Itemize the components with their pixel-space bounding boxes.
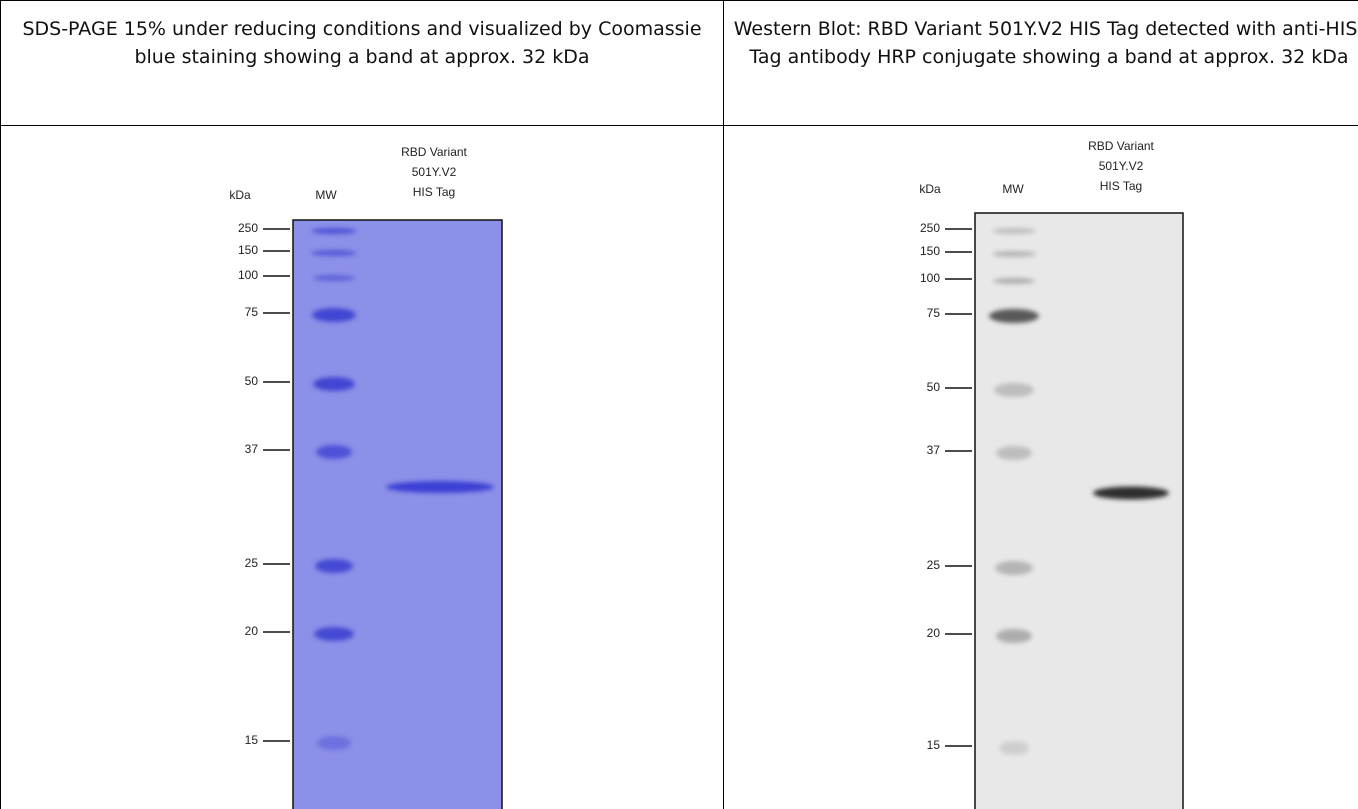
marker-label: 50 [927,380,941,394]
marker-label: 250 [238,221,258,235]
marker-label: 25 [245,556,259,570]
ladder-band [992,228,1036,234]
marker-label: 50 [245,374,259,388]
ladder-band [994,383,1034,397]
marker-label: 37 [927,443,941,457]
marker-label: 100 [920,271,940,285]
marker-label: 15 [245,733,259,747]
ladder-band [316,445,352,459]
lane-label: 501Y.V2 [412,165,457,179]
ladder-band [315,559,353,573]
unit-label: kDa [919,182,941,196]
marker-label: 150 [238,243,258,257]
ladder-band [314,627,354,641]
lane-label: MW [1002,182,1024,196]
ladder-band [996,629,1032,643]
sample-band [386,481,494,493]
ladder-band [993,278,1035,284]
ladder-band [995,561,1033,575]
marker-label: 100 [238,268,258,282]
marker-label: 75 [927,306,941,320]
ladder-band [313,275,355,281]
marker-label: 20 [245,624,259,638]
lane-label: HIS Tag [413,185,455,199]
marker-label: 20 [927,626,941,640]
ladder-band [311,250,357,256]
marker-label: 37 [245,442,259,456]
marker-label: 25 [927,558,941,572]
lane-label: 501Y.V2 [1099,159,1144,173]
lane-label: RBD Variant [401,145,467,159]
gel-figures: kDa MW RBD Variant 501Y.V2 HIS Tag 250 150 100 7… [0,0,1358,809]
lane-label: MW [315,188,337,202]
ladder-band [317,736,351,750]
ladder-band [989,309,1039,323]
ladder-band [313,377,355,391]
ladder-band [996,446,1032,460]
gel [293,220,502,809]
unit-label: kDa [229,188,251,202]
sample-band [1093,487,1169,500]
lane-label: HIS Tag [1100,179,1142,193]
ladder-band [999,741,1029,755]
ladder-band [992,251,1036,257]
lane-label: RBD Variant [1088,139,1154,153]
marker-label: 250 [920,221,940,235]
marker-label: 75 [245,305,259,319]
marker-label: 150 [920,244,940,258]
ladder-band [312,308,356,322]
page: SDS-PAGE 15% under reducing conditions a… [0,0,1358,809]
ladder-band [311,228,357,234]
gel [975,213,1183,809]
marker-label: 15 [927,738,941,752]
